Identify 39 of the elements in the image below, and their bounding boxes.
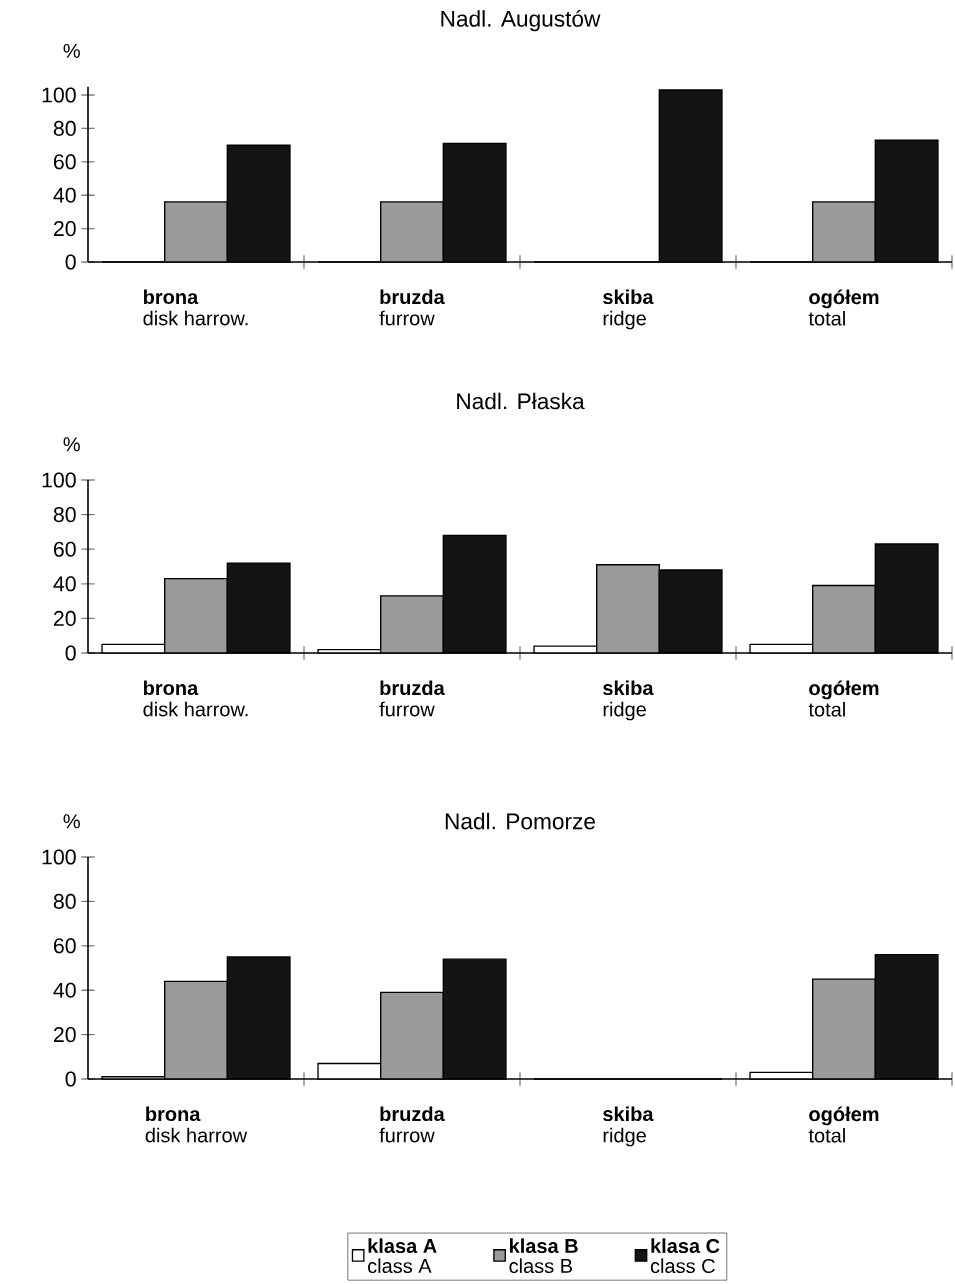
y-tick-label: 80 — [53, 507, 76, 523]
y-tick-label: 40 — [53, 187, 76, 203]
chart-title: Nadl. Pomorze — [445, 812, 595, 830]
y-tick-label: 100 — [42, 472, 76, 488]
y-tick-label: 0 — [65, 1071, 76, 1087]
legend-label: klasa A class A — [368, 1238, 437, 1274]
x-tick-label: ogółem total — [808, 289, 879, 326]
x-tick-label: skiba ridge — [603, 289, 654, 330]
y-tick-label: 20 — [53, 1027, 76, 1043]
y-tick-label: 40 — [53, 576, 76, 592]
y-tick-label: 0 — [65, 254, 76, 270]
y-axis-title: % — [63, 437, 80, 452]
y-axis-title: % — [63, 43, 80, 58]
y-tick-label: 60 — [53, 938, 76, 954]
y-tick-label: 100 — [42, 87, 76, 103]
y-tick-label: 60 — [53, 154, 76, 170]
chart-title: Nadl. Augustów — [441, 9, 601, 32]
y-tick-label: 20 — [53, 221, 76, 237]
x-tick-label: skiba ridge — [603, 680, 654, 721]
y-tick-label: 100 — [42, 849, 76, 865]
x-tick-label: brona disk harrow. — [143, 680, 248, 717]
y-tick-label: 60 — [53, 541, 76, 557]
x-tick-label: bruzda furrow — [379, 289, 445, 326]
legend-label: klasa C class C — [650, 1238, 720, 1274]
x-tick-label: bruzda furrow — [379, 680, 445, 717]
y-tick-label: 40 — [53, 982, 76, 998]
y-tick-label: 20 — [53, 610, 76, 626]
y-tick-label: 80 — [53, 120, 76, 136]
x-tick-label: ogółem total — [808, 1106, 879, 1143]
y-tick-label: 80 — [53, 893, 76, 909]
x-tick-label: brona disk harrow. — [143, 289, 248, 326]
x-tick-label: brona disk harrow — [145, 1106, 248, 1143]
y-axis-title: % — [63, 814, 80, 829]
x-tick-label: skiba ridge — [603, 1106, 654, 1147]
y-tick-label: 0 — [65, 645, 76, 661]
legend-label: klasa B class B — [509, 1238, 578, 1274]
x-tick-label: bruzda furrow — [379, 1106, 445, 1143]
chart-title: Nadl. Płaska — [457, 392, 585, 410]
x-tick-label: ogółem total — [808, 680, 879, 717]
